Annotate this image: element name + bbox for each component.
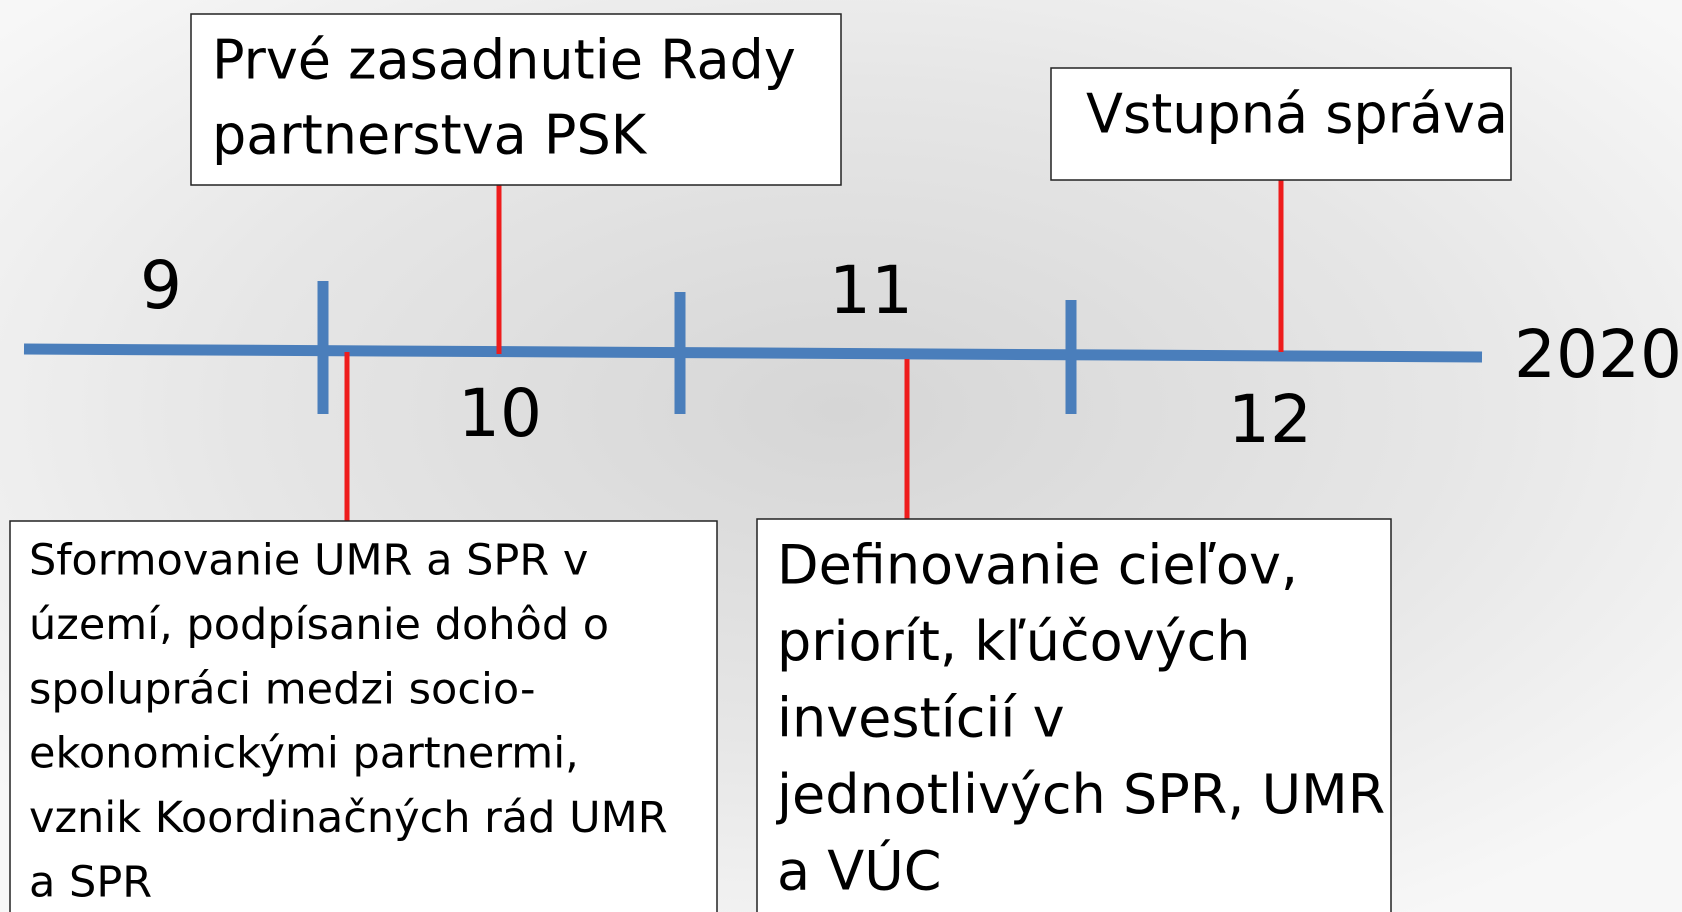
event-text: partnerstva PSK	[212, 104, 648, 167]
event-text: investícií v	[777, 687, 1065, 750]
timeline-slide: 9 10 11 12 2020 Prvé zasadnutie Rady part…	[0, 0, 1682, 912]
event-text: ekonomickými partnermi,	[29, 729, 579, 779]
period-label: 11	[829, 252, 913, 329]
event-text: území, podpísanie dohôd o	[29, 600, 609, 650]
period-label: 12	[1228, 381, 1312, 458]
event-text: priorít, kľúčových	[777, 610, 1251, 673]
event-text: Prvé zasadnutie Rady	[212, 29, 796, 92]
event-text: a SPR	[29, 858, 152, 908]
event-text: spolupráci medzi socio-	[29, 664, 536, 714]
period-label: 10	[458, 375, 542, 452]
event-text: jednotlivých SPR, UMR	[776, 763, 1385, 826]
event-text: Vstupná správa	[1086, 83, 1508, 146]
event-text: a VÚC	[777, 840, 941, 903]
event-text: Sformovanie UMR a SPR v	[29, 536, 588, 586]
end-label: 2020	[1514, 316, 1682, 393]
event-text: vznik Koordinačných rád UMR	[29, 793, 668, 843]
period-label: 9	[140, 247, 182, 324]
event-text: Definovanie cieľov,	[777, 534, 1298, 597]
